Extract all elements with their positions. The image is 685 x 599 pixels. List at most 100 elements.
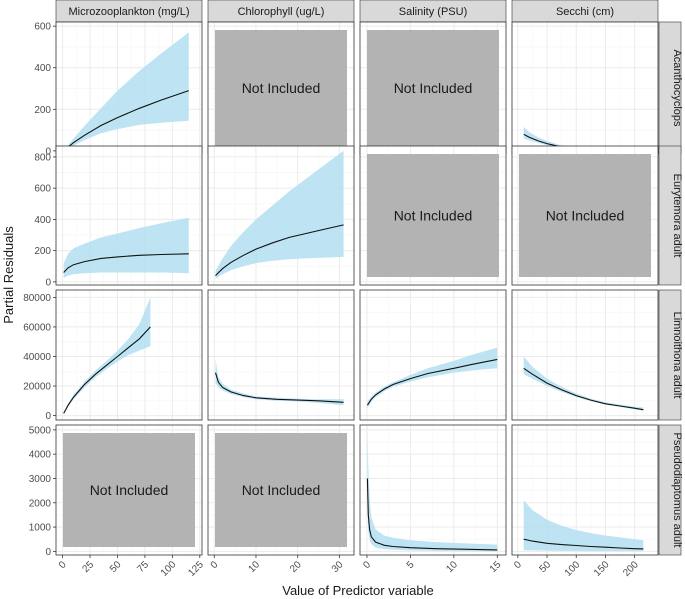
fitted-line <box>366 478 498 551</box>
x-tick-label: 30 <box>330 559 346 575</box>
x-axis-title: Value of Predictor variable <box>282 583 434 598</box>
not-included-block <box>215 30 347 146</box>
y-tick-label: 0 <box>45 146 51 157</box>
facet-strip-label-2: Salinity (PSU) <box>399 6 467 18</box>
not-included-block <box>215 433 347 547</box>
y-tick-label: 600 <box>34 22 51 33</box>
y-tick-label: 400 <box>34 63 51 74</box>
facet-strip-label-0: Microzooplankton (mg/L) <box>68 6 189 18</box>
facet-panel-2-0 <box>55 289 203 421</box>
row-strip-1 <box>658 145 682 286</box>
x-tick-label: 200 <box>621 559 641 579</box>
facet-panel-3-0: Not Included <box>55 424 203 556</box>
facet-strip-label-3: Secchi (cm) <box>556 6 614 18</box>
x-tick-label: 0 <box>361 559 373 571</box>
panel-border <box>207 145 355 286</box>
not-included-label: Not Included <box>394 80 473 96</box>
facet-panel-0-3 <box>511 21 659 155</box>
x-tick-label: 50 <box>108 559 124 575</box>
panel-background <box>360 425 506 555</box>
facet-panel-1-1 <box>207 145 355 286</box>
y-axis-title: Partial Residuals <box>1 226 16 324</box>
facet-panel-2-3 <box>511 289 659 421</box>
not-included-block <box>519 154 651 277</box>
not-included-label: Not Included <box>546 208 625 224</box>
panel-border <box>511 145 659 286</box>
facet-panel-1-2: Not Included <box>359 145 507 286</box>
y-tick-label: 0 <box>45 277 51 288</box>
fitted-line <box>214 372 344 403</box>
y-tick-label: 4000 <box>29 450 52 461</box>
x-tick-label: 0 <box>512 559 524 571</box>
x-tick-label: 10 <box>246 559 262 575</box>
row-strip-label-1: Eurytemora adult <box>671 174 683 258</box>
x-tick-label: 75 <box>135 559 151 575</box>
confidence-band <box>367 347 498 409</box>
fitted-line <box>366 358 498 406</box>
fitted-line <box>523 538 644 550</box>
x-tick-label: 50 <box>538 559 554 575</box>
row-strip-2 <box>658 289 682 421</box>
fitted-line <box>63 253 189 273</box>
x-tick-label: 15 <box>488 559 504 575</box>
panel-border <box>207 424 355 556</box>
facet-panel-3-2 <box>359 424 507 556</box>
y-tick-label: 2000 <box>29 498 52 509</box>
y-tick-label: 5000 <box>29 425 52 436</box>
not-included-label: Not Included <box>90 482 169 498</box>
y-tick-label: 600 <box>34 184 51 195</box>
x-tick-label: 100 <box>159 559 179 579</box>
y-tick-label: 80000 <box>23 293 51 304</box>
fitted-line <box>523 367 644 411</box>
y-tick-label: 200 <box>34 246 51 257</box>
y-tick-label: 40000 <box>23 352 51 363</box>
confidence-band <box>367 427 498 552</box>
x-tick-label: 25 <box>81 559 97 575</box>
confidence-band <box>63 297 151 415</box>
panel-border <box>207 289 355 421</box>
facet-panel-2-1 <box>207 289 355 421</box>
facet-strip-label-1: Chlorophyll (ug/L) <box>238 6 325 18</box>
y-tick-label: 0 <box>45 547 51 558</box>
panel-border <box>359 289 507 421</box>
x-tick-label: 20 <box>288 559 304 575</box>
not-included-label: Not Included <box>394 208 473 224</box>
row-strip-label-3: Pseudodiaptomus adult <box>671 433 683 548</box>
confidence-band <box>215 359 344 406</box>
x-tick-label: 100 <box>563 559 583 579</box>
panel-background <box>512 22 658 154</box>
panel-border <box>359 145 507 286</box>
facet-panel-0-2: Not Included <box>359 21 507 155</box>
x-tick-label: 10 <box>444 559 460 575</box>
facet-panel-1-3: Not Included <box>511 145 659 286</box>
facet-panel-0-1: Not Included <box>207 21 355 155</box>
fitted-line <box>63 326 151 414</box>
facet-panel-3-3 <box>511 424 659 556</box>
row-strip-label-2: Limnoithona adult <box>671 312 683 399</box>
y-tick-label: 800 <box>34 152 51 163</box>
fitted-line <box>64 90 189 151</box>
facet-panel-3-1: Not Included <box>207 424 355 556</box>
panel-border <box>359 424 507 556</box>
y-tick-label: 3000 <box>29 474 52 485</box>
not-included-block <box>63 433 195 547</box>
y-tick-label: 1000 <box>29 523 52 534</box>
facet-panel-1-0 <box>55 145 203 286</box>
row-strip-label-0: Acanthocyclops <box>671 49 683 127</box>
panel-border <box>511 424 659 556</box>
fitted-line <box>215 224 344 276</box>
x-tick-label: 125 <box>186 559 206 579</box>
panel-border <box>55 424 203 556</box>
y-tick-label: 60000 <box>23 322 51 333</box>
y-tick-label: 400 <box>34 215 51 226</box>
x-tick-label: 150 <box>592 559 612 579</box>
x-tick-label: 0 <box>57 559 69 571</box>
confidence-band <box>64 32 189 151</box>
not-included-block <box>367 154 499 277</box>
confidence-band <box>523 500 644 552</box>
panel-border <box>511 289 659 421</box>
not-included-label: Not Included <box>242 482 321 498</box>
panel-background <box>56 290 202 420</box>
row-strip-3 <box>658 424 682 556</box>
